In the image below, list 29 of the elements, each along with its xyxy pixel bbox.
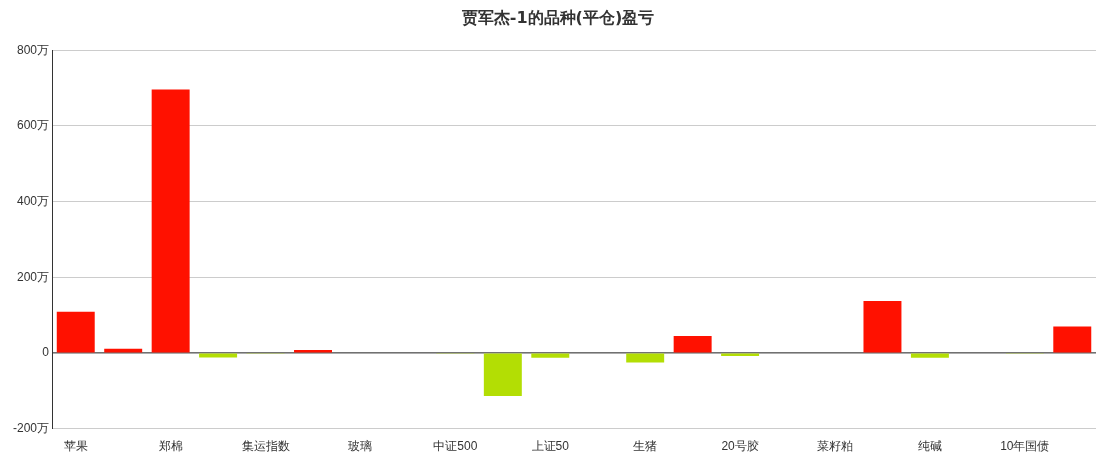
x-tick-label: 玻璃 [348, 439, 373, 454]
bar [151, 89, 190, 353]
y-tick-label: 400万 [16, 193, 50, 208]
x-tick-label: 集运指数 [241, 439, 290, 454]
x-tick-label: 生猪 [633, 439, 658, 454]
x-tick-label: 上证50 [531, 439, 570, 454]
y-tick-label: 800万 [16, 42, 50, 57]
bar [721, 353, 760, 356]
chart-title: 贾军杰-1的品种(平仓)盈亏 [460, 8, 656, 29]
bar [56, 311, 95, 353]
bar [199, 353, 238, 358]
y-tick-label: -200万 [12, 420, 50, 435]
bar [673, 335, 712, 353]
bar [531, 353, 570, 358]
bar [483, 353, 522, 397]
x-tick-label: 20号胶 [721, 439, 759, 454]
y-tick-label: 200万 [16, 269, 50, 284]
bar [626, 353, 665, 363]
x-tick-label: 中证500 [433, 439, 478, 454]
x-tick-label: 郑棉 [158, 439, 183, 454]
y-tick-label: 0 [42, 345, 50, 360]
x-tick-label: 纯碱 [917, 439, 942, 454]
bar [1053, 326, 1092, 353]
x-tick-label: 菜籽粕 [817, 439, 853, 454]
bar [863, 301, 902, 353]
x-tick-label: 苹果 [63, 439, 88, 454]
bar [910, 353, 949, 358]
x-tick-label: 10年国债 [1000, 439, 1050, 454]
y-tick-label: 600万 [16, 118, 50, 133]
